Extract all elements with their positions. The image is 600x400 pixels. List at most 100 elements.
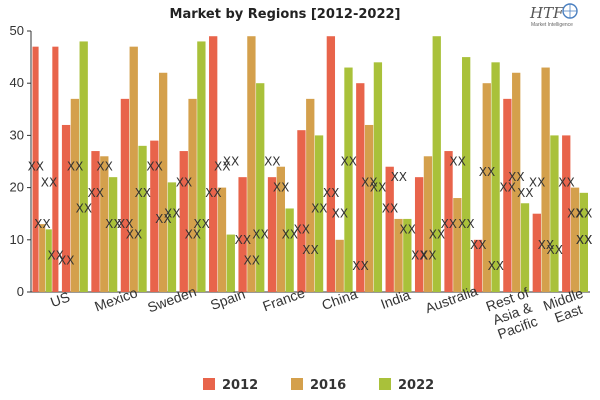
bar bbox=[226, 234, 235, 292]
bar bbox=[344, 67, 353, 292]
data-label: XX bbox=[458, 217, 474, 231]
legend-swatch bbox=[291, 378, 303, 390]
bar bbox=[503, 98, 512, 292]
data-label: XX bbox=[243, 254, 259, 268]
bar bbox=[532, 213, 541, 292]
data-label: XX bbox=[576, 233, 592, 247]
data-label: XX bbox=[264, 155, 280, 169]
data-label: XX bbox=[205, 186, 221, 200]
data-label: XX bbox=[76, 202, 92, 216]
bar bbox=[247, 36, 256, 292]
category-label-line: India bbox=[378, 287, 412, 312]
bar bbox=[256, 83, 265, 292]
y-tick-label: 40 bbox=[10, 75, 24, 90]
bar bbox=[364, 124, 374, 293]
data-label: XX bbox=[508, 170, 524, 184]
bar bbox=[179, 151, 188, 292]
bar bbox=[39, 224, 46, 292]
data-label: XX bbox=[429, 228, 445, 242]
legend-swatch bbox=[379, 378, 391, 390]
logo-name: HTF bbox=[529, 4, 564, 22]
data-label: XX bbox=[499, 181, 515, 195]
legend-label: 2022 bbox=[398, 378, 434, 393]
data-label: XX bbox=[193, 217, 209, 231]
bar bbox=[197, 41, 206, 292]
bar bbox=[562, 135, 571, 292]
y-tick-label: 0 bbox=[17, 284, 24, 299]
data-label: XX bbox=[361, 175, 377, 189]
bar bbox=[414, 177, 424, 292]
data-label: XX bbox=[382, 202, 398, 216]
bar bbox=[120, 98, 130, 292]
data-label: XX bbox=[117, 217, 133, 231]
data-label: XX bbox=[352, 259, 368, 273]
bar bbox=[373, 62, 383, 292]
bar bbox=[570, 187, 580, 292]
data-label: XX bbox=[87, 186, 103, 200]
bar bbox=[209, 36, 218, 292]
bar bbox=[520, 203, 530, 292]
bar bbox=[512, 72, 521, 292]
data-label: XX bbox=[282, 228, 298, 242]
data-label: XX bbox=[214, 160, 230, 174]
bar bbox=[491, 62, 500, 292]
bar bbox=[550, 135, 559, 292]
y-tick-label: 10 bbox=[10, 232, 24, 247]
y-tick-label: 20 bbox=[10, 180, 24, 195]
data-label: XX bbox=[370, 181, 386, 195]
data-label: XX bbox=[449, 155, 465, 169]
data-label: XX bbox=[41, 175, 57, 189]
data-label: XX bbox=[47, 249, 63, 263]
bar bbox=[70, 98, 80, 292]
y-tick-label: 30 bbox=[10, 127, 24, 142]
bar bbox=[473, 239, 483, 292]
bar bbox=[79, 41, 88, 292]
bar bbox=[158, 72, 168, 292]
bar bbox=[32, 46, 39, 292]
bar bbox=[297, 130, 306, 292]
bar bbox=[100, 156, 109, 292]
bar bbox=[285, 208, 294, 292]
data-label: XX bbox=[135, 186, 151, 200]
data-label: XX bbox=[302, 243, 318, 257]
data-label: XX bbox=[164, 207, 180, 221]
category-label: US bbox=[48, 288, 72, 310]
data-label: XX bbox=[340, 155, 356, 169]
data-label: XX bbox=[155, 212, 171, 226]
bar bbox=[238, 177, 247, 292]
bar bbox=[385, 166, 394, 292]
data-label: XX bbox=[252, 228, 268, 242]
data-label: XX bbox=[273, 181, 289, 195]
data-label: XX bbox=[105, 217, 121, 231]
bar bbox=[444, 151, 453, 292]
data-label: XX bbox=[34, 217, 50, 231]
data-label: XX bbox=[576, 233, 592, 247]
bar bbox=[45, 229, 52, 292]
chart-title: Market by Regions [2012-2022] bbox=[170, 7, 401, 22]
data-label: XX bbox=[391, 170, 407, 184]
bar bbox=[482, 83, 491, 292]
data-label: XX bbox=[176, 175, 192, 189]
bar bbox=[453, 198, 462, 292]
annotations: XXXXXXXXXXXXXXXXXXXXXXXXXXXXXXXXXXXXXXXX… bbox=[28, 155, 593, 273]
bar bbox=[394, 218, 403, 292]
data-label: XX bbox=[488, 259, 504, 273]
bar bbox=[423, 156, 433, 292]
data-label: XX bbox=[235, 233, 251, 247]
bar bbox=[306, 98, 315, 292]
data-label: XX bbox=[567, 207, 583, 221]
bar bbox=[314, 135, 324, 292]
bar bbox=[61, 124, 71, 293]
bar bbox=[129, 46, 138, 292]
bar bbox=[335, 239, 344, 292]
legend: 2012 2016 2022 bbox=[203, 378, 434, 393]
data-label: XX bbox=[479, 165, 495, 179]
data-label: XX bbox=[185, 228, 201, 242]
data-label: XX bbox=[67, 160, 83, 174]
data-label: XX bbox=[58, 254, 74, 268]
data-label: XX bbox=[470, 238, 486, 252]
bar bbox=[150, 140, 159, 292]
bar bbox=[267, 177, 277, 292]
